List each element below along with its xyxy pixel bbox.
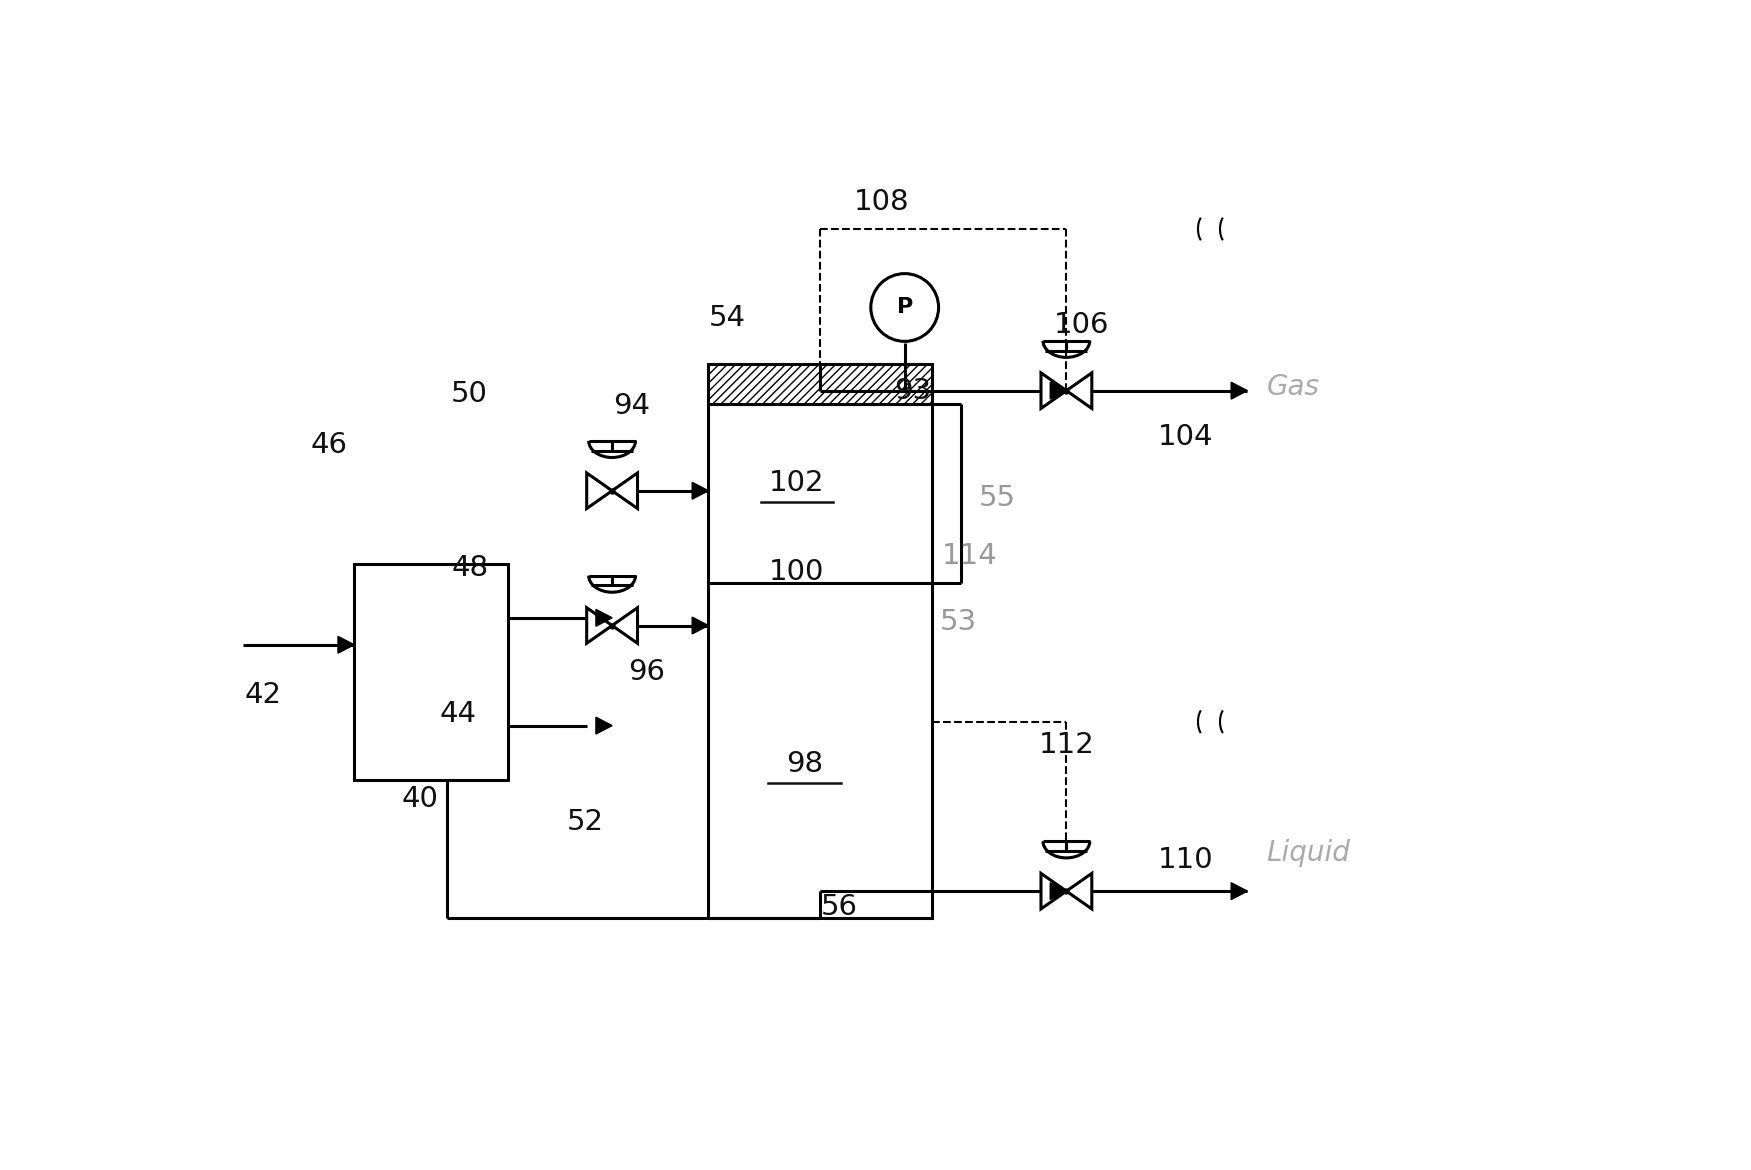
Polygon shape bbox=[1066, 873, 1093, 909]
Text: 112: 112 bbox=[1038, 731, 1094, 759]
Circle shape bbox=[870, 274, 939, 342]
Polygon shape bbox=[1051, 383, 1066, 399]
Polygon shape bbox=[1042, 373, 1066, 408]
Polygon shape bbox=[613, 473, 637, 509]
Polygon shape bbox=[587, 473, 613, 509]
Text: 98: 98 bbox=[786, 750, 823, 778]
Polygon shape bbox=[692, 482, 709, 500]
Polygon shape bbox=[1066, 373, 1093, 408]
Polygon shape bbox=[692, 617, 709, 634]
Text: 100: 100 bbox=[769, 558, 825, 586]
Text: 108: 108 bbox=[854, 188, 909, 216]
Bar bbox=[354, 564, 508, 779]
Text: 44: 44 bbox=[440, 700, 476, 728]
Text: 52: 52 bbox=[567, 807, 604, 835]
Text: 106: 106 bbox=[1054, 311, 1110, 339]
Bar bbox=[709, 364, 932, 404]
Polygon shape bbox=[595, 610, 613, 626]
Polygon shape bbox=[613, 607, 637, 644]
Text: 96: 96 bbox=[629, 658, 665, 686]
Text: P: P bbox=[897, 297, 912, 317]
Polygon shape bbox=[1042, 873, 1066, 909]
Polygon shape bbox=[1051, 882, 1066, 900]
Text: 40: 40 bbox=[401, 785, 438, 813]
Polygon shape bbox=[595, 717, 613, 734]
Text: 54: 54 bbox=[709, 303, 746, 331]
Text: 50: 50 bbox=[452, 380, 489, 408]
Text: Gas: Gas bbox=[1266, 373, 1320, 401]
Text: 94: 94 bbox=[613, 392, 650, 420]
Text: 114: 114 bbox=[942, 542, 998, 570]
Bar bbox=[709, 404, 932, 918]
Text: 110: 110 bbox=[1157, 846, 1213, 874]
Text: 102: 102 bbox=[769, 469, 825, 497]
Text: 42: 42 bbox=[245, 681, 282, 709]
Polygon shape bbox=[1231, 882, 1247, 900]
Polygon shape bbox=[338, 636, 354, 653]
Polygon shape bbox=[587, 607, 613, 644]
Text: 53: 53 bbox=[940, 607, 977, 635]
Text: 104: 104 bbox=[1157, 422, 1213, 450]
Text: Liquid: Liquid bbox=[1266, 839, 1350, 867]
Text: 56: 56 bbox=[821, 893, 858, 921]
Text: 46: 46 bbox=[312, 431, 348, 459]
Text: 93: 93 bbox=[893, 377, 932, 405]
Text: 48: 48 bbox=[452, 553, 489, 581]
Polygon shape bbox=[1231, 383, 1247, 399]
Text: 55: 55 bbox=[979, 484, 1016, 512]
